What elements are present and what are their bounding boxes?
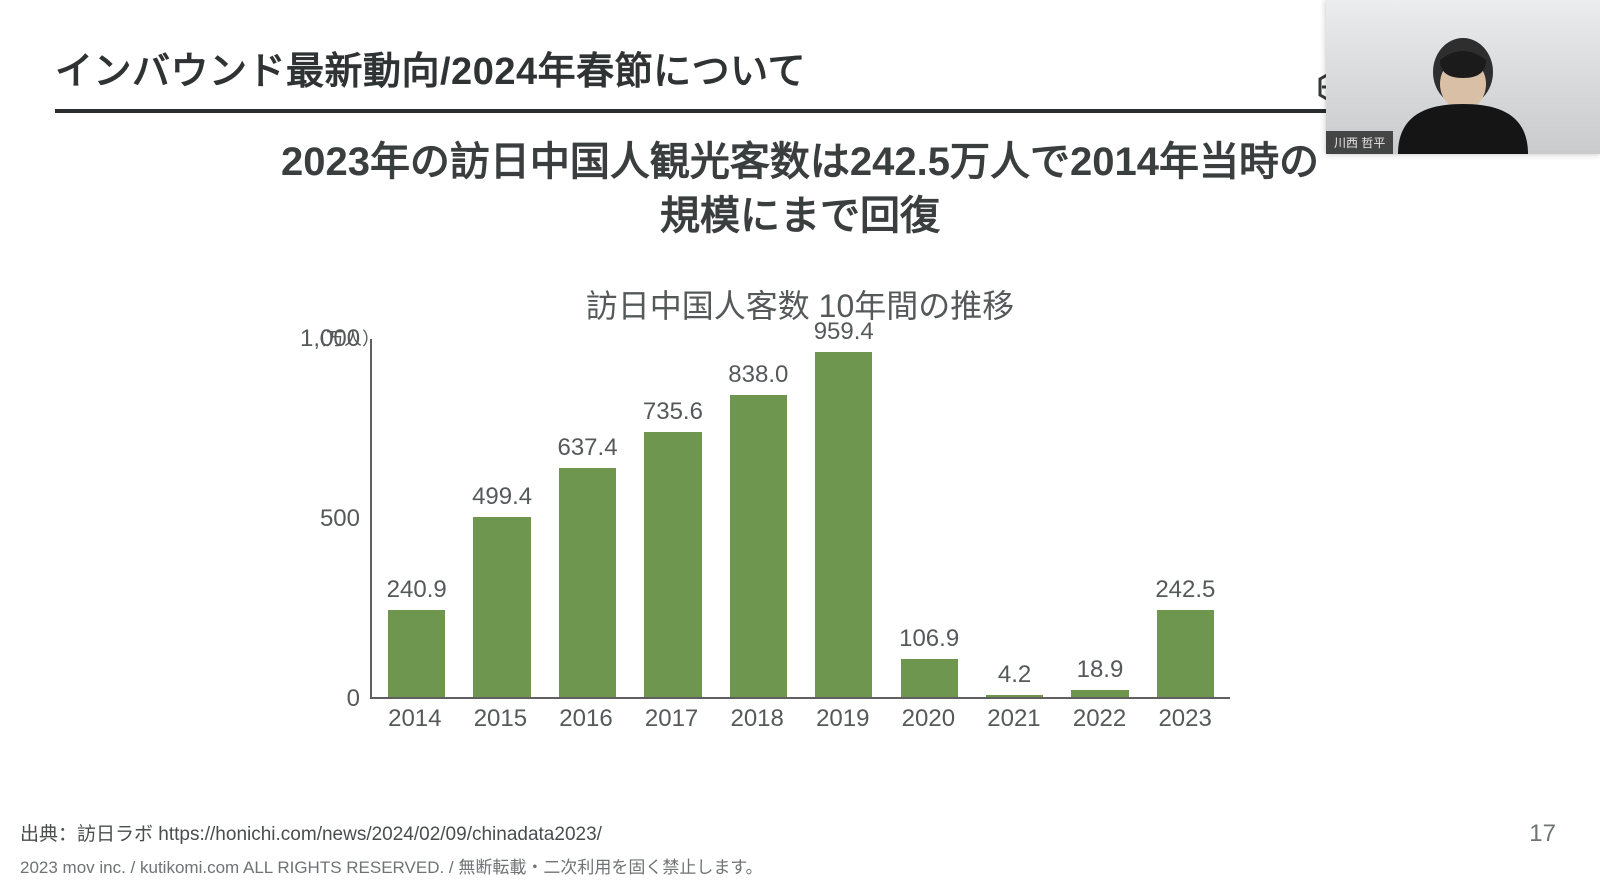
bar-slot: 4.2 <box>978 339 1051 697</box>
main-title: 2023年の訪日中国人観光客数は242.5万人で2014年当時の 規模にまで回復 <box>150 135 1450 243</box>
bar <box>1071 690 1128 697</box>
bar <box>644 432 701 697</box>
bar-value-label: 499.4 <box>451 483 554 511</box>
copyright-text: 2023 mov inc. / kutikomi.com ALL RIGHTS … <box>20 853 763 878</box>
bar <box>815 352 872 697</box>
bar-slot: 735.6 <box>636 339 709 697</box>
y-tick-label: 1,000 <box>300 325 360 353</box>
bar-slot: 240.9 <box>380 339 453 697</box>
main-title-line1: 2023年の訪日中国人観光客数は242.5万人で2014年当時の <box>281 140 1319 184</box>
chart-plot-area: 240.9499.4637.4735.6838.0959.4106.94.218… <box>370 339 1230 699</box>
main-title-line2: 規模にまで回復 <box>660 194 940 238</box>
bar-chart: （万人） 05001,000 240.9499.4637.4735.6838.0… <box>370 339 1230 733</box>
x-tick-label: 2018 <box>720 705 794 733</box>
bar <box>473 517 530 697</box>
x-tick-label: 2019 <box>806 705 880 733</box>
bar <box>901 659 958 697</box>
page-number: 17 <box>1529 820 1556 848</box>
x-tick-label: 2023 <box>1148 705 1222 733</box>
bar-slot: 838.0 <box>722 339 795 697</box>
y-tick-label: 500 <box>300 505 360 533</box>
x-tick-label: 2020 <box>892 705 966 733</box>
bar <box>559 468 616 697</box>
bar-slot: 18.9 <box>1063 339 1136 697</box>
x-tick-label: 2022 <box>1063 705 1137 733</box>
bar-slot: 959.4 <box>807 339 880 697</box>
x-tick-label: 2016 <box>549 705 623 733</box>
bar-value-label: 959.4 <box>792 318 895 346</box>
y-axis: 05001,000 <box>300 339 360 699</box>
bar-value-label: 838.0 <box>707 361 810 389</box>
bar-slot: 106.9 <box>892 339 965 697</box>
bar <box>1157 610 1214 697</box>
presenter-video-thumbnail[interactable]: 川西 哲平 <box>1326 0 1600 154</box>
x-axis-labels: 2014 2015 2016 2017 2018 2019 2020 2021 2022 2023 <box>370 699 1230 733</box>
bar-slot: 242.5 <box>1149 339 1222 697</box>
bar-value-label: 735.6 <box>622 398 725 426</box>
x-tick-label: 2015 <box>464 705 538 733</box>
x-tick-label: 2014 <box>378 705 452 733</box>
bar <box>730 395 787 697</box>
presenter-silhouette-icon <box>1368 34 1558 154</box>
bar-value-label: 18.9 <box>1049 656 1152 684</box>
x-tick-label: 2021 <box>977 705 1051 733</box>
bar-value-label: 106.9 <box>878 625 981 653</box>
bar-value-label: 242.5 <box>1134 576 1237 604</box>
y-tick-label: 0 <box>300 685 360 713</box>
presenter-name-tag: 川西 哲平 <box>1326 131 1393 154</box>
bar-value-label: 240.9 <box>365 576 468 604</box>
bar <box>986 695 1043 697</box>
bar-slot: 637.4 <box>551 339 624 697</box>
bar-value-label: 637.4 <box>536 434 639 462</box>
x-tick-label: 2017 <box>635 705 709 733</box>
source-citation: 出典：訪日ラボ https://honichi.com/news/2024/02… <box>20 819 602 846</box>
bar-slot: 499.4 <box>465 339 538 697</box>
bar <box>388 610 445 697</box>
